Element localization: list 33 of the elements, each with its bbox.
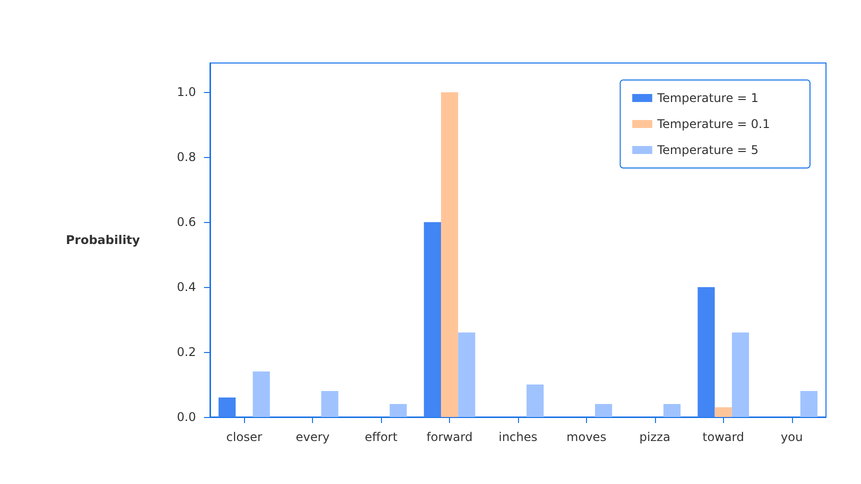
bar: [800, 391, 818, 417]
bar: [732, 332, 749, 417]
y-axis-title: Probability: [66, 233, 140, 247]
bar: [252, 372, 270, 417]
x-tick-label: closer: [226, 430, 262, 444]
x-tick-label: forward: [426, 430, 473, 444]
bar: [441, 92, 458, 417]
legend-label: Temperature = 0.1: [656, 117, 770, 131]
bar: [321, 391, 338, 417]
bar: [424, 222, 441, 417]
bar: [526, 384, 544, 417]
x-tick-label: effort: [364, 430, 398, 444]
legend-label: Temperature = 5: [656, 143, 759, 157]
bar: [663, 404, 681, 417]
y-tick-label: 0.0: [176, 410, 196, 424]
x-tick-label: toward: [702, 430, 744, 444]
y-tick-label: 1.0: [176, 85, 196, 100]
x-tick-label: every: [296, 430, 330, 444]
bar: [714, 407, 732, 417]
x-tick-label: you: [780, 430, 803, 444]
legend-label: Temperature = 1: [656, 91, 759, 105]
bar: [698, 287, 715, 417]
y-tick-label: 0.2: [176, 345, 196, 360]
x-tick-label: pizza: [639, 430, 670, 444]
x-tick-label: inches: [498, 430, 538, 444]
y-tick-label: 0.4: [176, 280, 196, 294]
bar: [595, 404, 612, 417]
bar: [390, 404, 407, 417]
bar: [218, 398, 236, 417]
y-tick-label: 0.8: [176, 150, 196, 164]
y-tick-label: 0.6: [176, 215, 196, 230]
bar: [458, 332, 476, 417]
x-tick-label: moves: [566, 430, 606, 444]
